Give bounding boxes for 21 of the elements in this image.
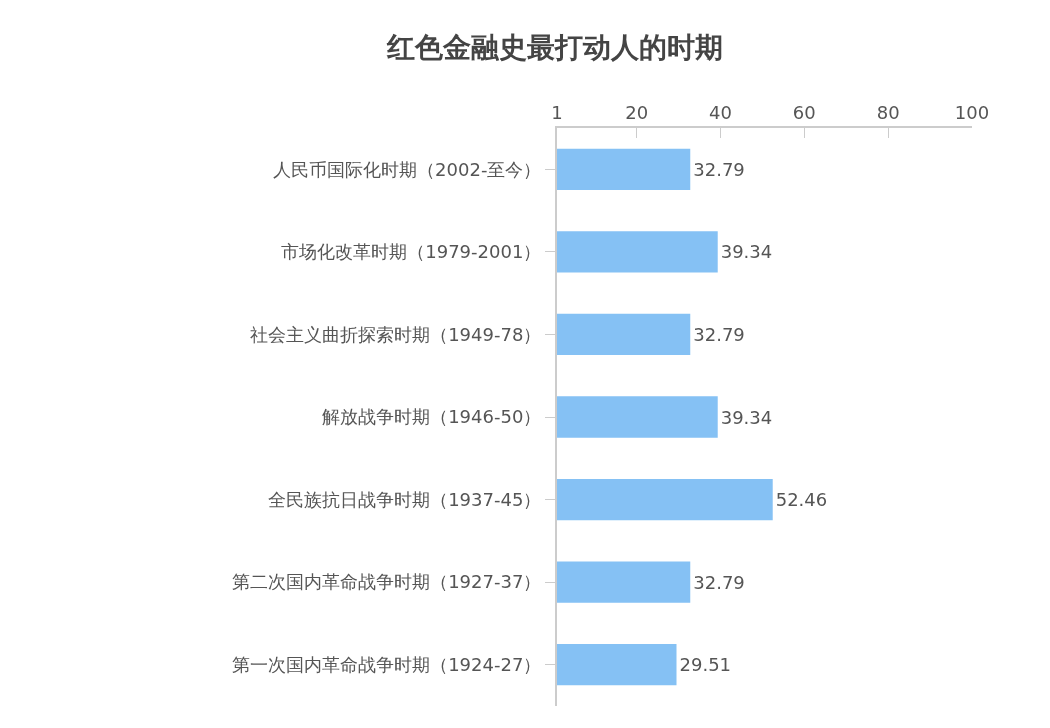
y-tick-label: 第一次国内革命战争时期（1924-27） — [232, 654, 542, 676]
y-tick-label: 全民族抗日战争时期（1937-45） — [268, 488, 542, 510]
data-label: 39.34 — [720, 241, 773, 263]
x-tick-label: 40 — [709, 101, 732, 123]
y-tick-label: 市场化改革时期（1979-2001） — [281, 241, 542, 263]
data-label: 32.79 — [693, 323, 745, 345]
chart-title: 红色金融史最打动人的时期 — [386, 31, 724, 65]
x-tick-label: 20 — [625, 101, 649, 123]
data-label: 32.79 — [693, 158, 745, 180]
x-tick-label: 100 — [954, 101, 990, 123]
data-label: 29.51 — [679, 654, 732, 676]
y-tick-label: 社会主义曲折探索时期（1949-78） — [250, 323, 542, 345]
y-tick-label: 第二次国内革命战争时期（1927-37） — [232, 571, 542, 593]
y-tick-label: 解放战争时期（1946-50） — [322, 406, 542, 428]
x-tick-label: 60 — [792, 101, 816, 123]
data-label: 52.46 — [775, 489, 828, 511]
data-label: 32.79 — [693, 571, 745, 593]
x-tick-label: 80 — [876, 101, 900, 123]
y-tick-label: 人民币国际化时期（2002-至今） — [273, 158, 542, 180]
x-tick-label: 1 — [551, 101, 563, 123]
data-label: 39.34 — [720, 406, 773, 428]
